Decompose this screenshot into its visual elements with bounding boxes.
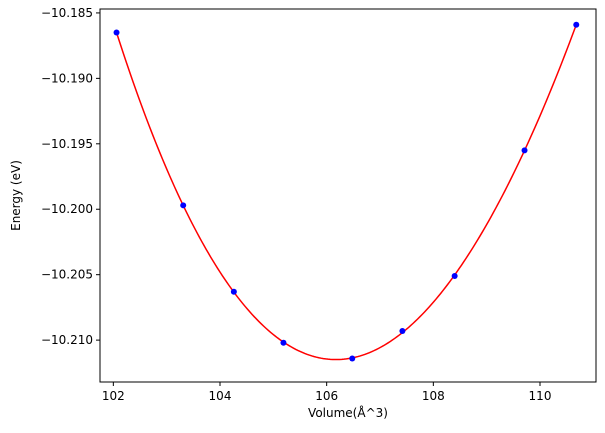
data-points-layer	[113, 21, 580, 362]
x-axis-label: Volume(Å^3)	[308, 405, 388, 420]
x-tick-label: 104	[209, 389, 232, 403]
data-point	[573, 21, 580, 28]
data-point	[280, 339, 287, 346]
data-point	[113, 29, 120, 36]
fit-curve	[115, 24, 577, 361]
fit-curve-layer	[115, 24, 577, 361]
data-point	[180, 202, 187, 209]
y-axis-label: Energy (eV)	[9, 160, 23, 231]
data-point	[230, 288, 237, 295]
x-tick-label: 110	[529, 389, 552, 403]
plot-frame	[99, 8, 597, 383]
y-tick-label: −10.200	[41, 202, 93, 216]
data-point	[349, 355, 356, 362]
x-tick-label: 106	[315, 389, 338, 403]
y-tick-label: −10.210	[41, 333, 93, 347]
data-point	[451, 272, 458, 279]
y-tick-label: −10.205	[41, 268, 93, 282]
y-axis-ticks: −10.185 −10.190 −10.195 −10.200 −10.205 −10.2…	[41, 6, 100, 347]
y-tick-label: −10.185	[41, 6, 93, 20]
x-tick-label: 102	[102, 389, 125, 403]
x-axis-ticks: 102 104 106 108 110	[102, 382, 552, 403]
x-tick-label: 108	[422, 389, 445, 403]
data-point	[521, 147, 528, 154]
plot-area	[99, 8, 597, 383]
data-point	[399, 327, 406, 334]
y-tick-label: −10.190	[41, 71, 93, 85]
y-tick-label: −10.195	[41, 137, 93, 151]
